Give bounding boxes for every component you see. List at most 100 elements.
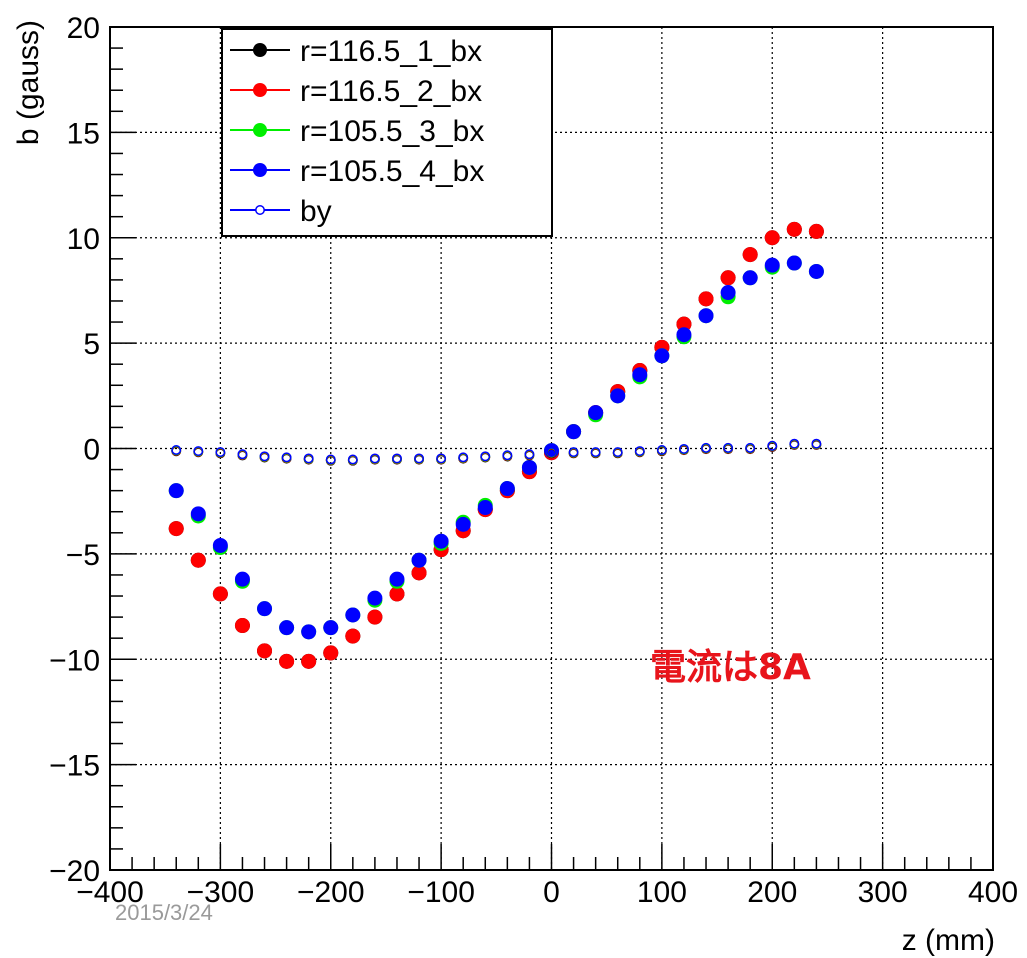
y-tick-label: 10 — [67, 223, 100, 256]
legend-label: by — [300, 195, 332, 228]
date-annotation: 2015/3/24 — [115, 900, 213, 925]
legend: r=116.5_1_bx r=116.5_2_bx r=105.5_3_bx r=10… — [221, 28, 553, 237]
legend-label: r=116.5_2_bx — [300, 75, 482, 108]
by-point — [259, 451, 270, 462]
x-tick-labels: −400 −300 −200 −100 0 100 200 300 400 — [76, 876, 1018, 909]
bx-point-2 — [764, 230, 780, 246]
bx-point-4 — [433, 533, 449, 549]
data-points — [168, 221, 824, 669]
y-tick-labels: −20 −15 −10 −5 0 5 10 15 20 — [49, 12, 100, 888]
bx-point-4 — [521, 459, 537, 475]
legend-label: r=116.5_1_bx — [300, 35, 482, 68]
x-tick-label: −200 — [297, 876, 365, 909]
by-point — [436, 453, 447, 464]
by-point — [347, 454, 358, 465]
bx-point-2 — [742, 247, 758, 263]
by-point — [215, 447, 226, 458]
bx-point-4 — [279, 620, 295, 636]
bx-point-2 — [345, 628, 361, 644]
by-point — [612, 447, 623, 458]
bx-point-2 — [190, 552, 206, 568]
bx-point-4 — [566, 424, 582, 440]
bx-point-2 — [279, 653, 295, 669]
bx-point-4 — [190, 506, 206, 522]
by-point — [392, 453, 402, 464]
bx-point-2 — [301, 653, 317, 669]
bx-point-4 — [720, 285, 736, 301]
x-tick-label: −300 — [187, 876, 255, 909]
x-tick-label: −100 — [407, 876, 475, 909]
bx-point-4 — [477, 500, 493, 516]
by-point — [789, 438, 800, 449]
by-point — [524, 449, 535, 460]
bx-point-4 — [654, 348, 670, 364]
by-point — [546, 447, 557, 458]
legend-marker — [253, 43, 267, 57]
y-tick-label: 15 — [67, 117, 100, 150]
bx-point-4 — [786, 255, 802, 271]
by-point — [414, 453, 424, 464]
bx-point-2 — [411, 565, 427, 581]
y-axis-label: b (gauss) — [12, 20, 45, 145]
by-point — [679, 443, 689, 454]
by-point — [701, 442, 711, 453]
bx-point-2 — [720, 270, 736, 286]
x-tick-label: 400 — [968, 876, 1018, 909]
by-point — [193, 446, 204, 456]
axis-ticks — [109, 26, 994, 871]
by-point — [634, 446, 645, 456]
by-point — [656, 445, 667, 455]
bx-point-4 — [808, 263, 824, 279]
y-tick-label: 5 — [83, 328, 100, 361]
y-tick-label: −5 — [66, 539, 100, 572]
legend-marker — [253, 83, 267, 97]
y-tick-label: −15 — [49, 750, 100, 783]
by-point — [723, 442, 734, 453]
bx-point-2 — [808, 223, 824, 239]
by-point — [590, 447, 601, 458]
bx-point-4 — [499, 481, 515, 497]
bx-point-2 — [257, 643, 273, 659]
bx-point-2 — [367, 609, 383, 625]
by-point — [480, 451, 491, 462]
by-point — [811, 438, 822, 449]
bx-point-4 — [698, 308, 714, 324]
x-axis-label: z (mm) — [902, 924, 995, 957]
legend-label: r=105.5_3_bx — [300, 115, 484, 148]
bx-point-4 — [257, 601, 273, 617]
bx-point-2 — [323, 645, 339, 661]
by-point — [745, 442, 756, 453]
bx-point-4 — [455, 516, 471, 532]
by-point — [458, 452, 469, 463]
bx-point-4 — [168, 483, 184, 499]
by-point — [237, 449, 248, 460]
bx-point-4 — [742, 270, 758, 286]
bx-point-4 — [389, 571, 405, 587]
legend-marker — [253, 123, 267, 137]
bx-point-4 — [212, 537, 228, 553]
bx-point-2 — [234, 618, 250, 634]
bx-point-4 — [610, 388, 626, 404]
y-tick-label: 0 — [83, 434, 100, 467]
y-tick-label: −20 — [49, 855, 100, 888]
by-point — [369, 453, 380, 464]
x-tick-label: 200 — [747, 876, 797, 909]
x-tick-label: −400 — [76, 876, 144, 909]
bx-point-4 — [632, 367, 648, 383]
x-tick-label: 300 — [858, 876, 908, 909]
by-point — [767, 440, 778, 451]
bx-point-4 — [323, 620, 339, 636]
x-tick-label: 100 — [637, 876, 687, 909]
by-point — [281, 452, 292, 463]
bx-point-2 — [676, 316, 692, 332]
legend-box — [221, 28, 553, 237]
bx-point-4 — [588, 405, 604, 421]
bx-point-4 — [345, 607, 361, 623]
bx-point-2 — [389, 586, 405, 602]
bx-point-4 — [411, 552, 427, 568]
bx-point-4 — [764, 257, 780, 273]
by-point — [325, 454, 336, 465]
by-point — [303, 453, 314, 464]
bx-point-2 — [698, 291, 714, 307]
